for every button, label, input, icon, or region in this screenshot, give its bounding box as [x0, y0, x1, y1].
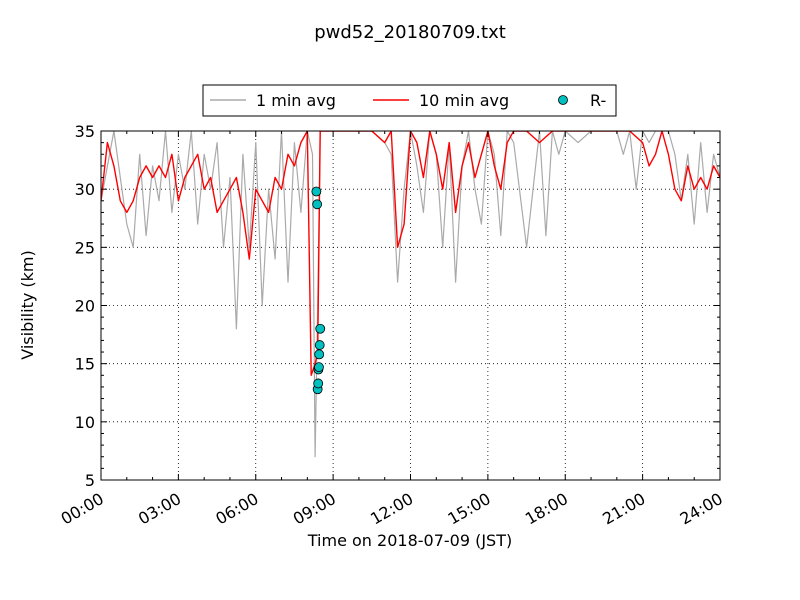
- y-tick-label: 30: [75, 180, 95, 199]
- x-tick-label: 21:00: [599, 489, 648, 529]
- rain-marker-point: [311, 186, 322, 197]
- y-tick-label: 15: [75, 355, 95, 374]
- series-layer: [101, 131, 720, 458]
- rain-marker-point: [314, 340, 325, 350]
- y-tick-label: 10: [75, 413, 95, 432]
- x-tick-label: 12:00: [367, 489, 416, 529]
- legend-label-1min: 1 min avg: [256, 91, 336, 110]
- y-tick-label: 20: [75, 297, 95, 316]
- rain-marker-point: [315, 323, 326, 334]
- x-tick-label: 09:00: [290, 489, 339, 529]
- x-tick-label: 18:00: [522, 489, 571, 529]
- legend: 1 min avg 10 min avg R-: [202, 84, 617, 117]
- x-axis-label: Time on 2018-07-09 (JST): [307, 531, 512, 550]
- x-tick-label: 03:00: [135, 489, 184, 529]
- series-10min-line: [101, 131, 720, 376]
- y-tick-label: 35: [75, 122, 95, 141]
- rain-marker-point: [312, 199, 323, 210]
- legend-swatch-rain: [558, 95, 568, 105]
- rain-marker-point: [314, 362, 324, 373]
- legend-label-10min: 10 min avg: [419, 91, 509, 110]
- legend-box: [202, 84, 617, 117]
- rain-marker-point: [313, 378, 324, 389]
- grid: [101, 131, 720, 480]
- x-tick-label: 24:00: [677, 489, 726, 529]
- ticks: 00:00 03:00 06:00 09:00 12:00 15:00 18:00 21:00…: [58, 122, 726, 529]
- x-tick-label: 00:00: [58, 489, 107, 529]
- chart-title: pwd52_20180709.txt: [314, 22, 506, 43]
- y-axis-label: Visibility (km): [18, 250, 37, 359]
- y-tick-label: 5: [85, 471, 95, 490]
- x-tick-label: 15:00: [444, 489, 493, 529]
- legend-label-rain: R-: [590, 91, 606, 110]
- rain-marker-point: [314, 349, 325, 360]
- x-tick-label: 06:00: [212, 489, 261, 529]
- y-tick-label: 25: [75, 238, 95, 257]
